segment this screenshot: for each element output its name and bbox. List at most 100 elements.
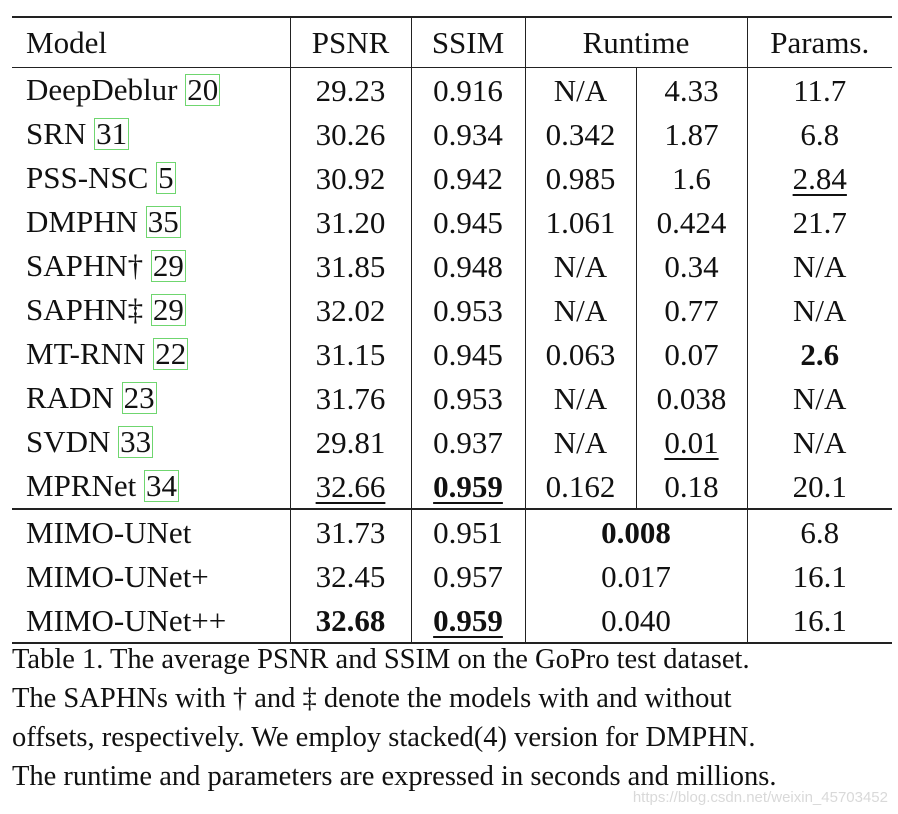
params-cell: 6.8 (746, 112, 892, 156)
citation-link[interactable]: 34 (144, 468, 179, 504)
best-runtime: 0.008 (601, 514, 671, 550)
runtime-cell-a: 1.061 (524, 200, 636, 244)
table-row: SVDN 33 29.81 0.937 N/A 0.01 N/A (12, 420, 892, 464)
model-cell: SAPHN‡ 29 (12, 288, 290, 332)
runtime-cell-a: N/A (524, 244, 636, 288)
header-psnr: PSNR (289, 16, 411, 68)
psnr-cell: 32.66 (289, 464, 411, 509)
ssim-cell: 0.959 (410, 464, 525, 509)
runtime-cell-a: N/A (524, 67, 636, 112)
ssim-cell: 0.942 (410, 156, 525, 200)
model-name: DeepDeblur (26, 72, 178, 108)
model-name: SVDN (26, 424, 111, 460)
runtime-cell-b: 4.33 (635, 67, 747, 112)
ssim-cell: 0.937 (410, 420, 525, 464)
table-row-proposed: MIMO-UNet+ 32.45 0.957 0.017 16.1 (12, 554, 892, 598)
table-caption: Table 1. The average PSNR and SSIM on th… (12, 640, 888, 796)
model-name: RADN (26, 380, 114, 416)
ssim-cell: 0.957 (410, 554, 525, 598)
runtime-cell-b: 0.424 (635, 200, 747, 244)
table-row-proposed: MIMO-UNet 31.73 0.951 0.008 6.8 (12, 508, 892, 554)
psnr-cell: 32.68 (289, 598, 411, 644)
ssim-cell: 0.951 (410, 508, 525, 554)
watermark: https://blog.csdn.net/weixin_45703452 (632, 789, 888, 806)
model-name: MT-RNN (26, 336, 146, 372)
runtime-cell-a: N/A (524, 420, 636, 464)
runtime-cell-a: 0.162 (524, 464, 636, 509)
ssim-cell: 0.945 (410, 332, 525, 376)
second-best-params: 2.84 (792, 160, 847, 196)
best-psnr: 32.68 (315, 602, 386, 638)
psnr-cell: 29.23 (289, 67, 411, 112)
citation-link[interactable]: 29 (150, 292, 186, 328)
caption-line: offsets, respectively. We employ stacked… (12, 722, 756, 753)
model-cell: MIMO-UNet++ (12, 598, 290, 644)
psnr-cell: 31.85 (289, 244, 411, 288)
table-row: MPRNet 34 32.66 0.959 0.162 0.18 20.1 (12, 464, 892, 509)
runtime-cell-b: 0.34 (635, 244, 747, 288)
ssim-cell: 0.953 (410, 288, 525, 332)
ssim-cell: 0.948 (410, 244, 525, 288)
model-cell: MIMO-UNet+ (26, 558, 209, 594)
params-cell: 6.8 (746, 508, 892, 554)
citation-link[interactable]: 5 (156, 160, 176, 196)
psnr-cell: 32.45 (289, 554, 411, 598)
model-cell: SAPHN† 29 (12, 244, 290, 288)
runtime-cell: 0.040 (524, 598, 747, 644)
citation-link[interactable]: 35 (145, 204, 181, 240)
table-row: PSS-NSC 5 30.92 0.942 0.985 1.6 2.84 (12, 156, 892, 200)
header-row: Model PSNR SSIM Runtime Params. (12, 16, 892, 68)
ssim-cell: 0.959 (410, 598, 525, 644)
caption-line: Table 1. The average PSNR and SSIM on th… (12, 644, 750, 675)
params-cell: 11.7 (746, 67, 892, 112)
model-cell: RADN 23 (12, 376, 290, 420)
psnr-cell: 31.15 (289, 332, 411, 376)
runtime-cell-b: 0.01 (635, 420, 747, 464)
best-params: 2.6 (800, 336, 840, 372)
psnr-cell: 30.26 (289, 112, 411, 156)
runtime-cell-a: 0.985 (524, 156, 636, 200)
model-cell: MT-RNN 22 (12, 332, 290, 376)
citation-link[interactable]: 20 (185, 72, 221, 108)
psnr-cell: 31.76 (289, 376, 411, 420)
params-cell: N/A (746, 288, 892, 332)
psnr-cell: 31.73 (289, 508, 411, 554)
citation-link[interactable]: 22 (153, 336, 189, 372)
citation-link[interactable]: 29 (150, 248, 186, 284)
table-row-proposed: MIMO-UNet++ 32.68 0.959 0.040 16.1 (12, 598, 892, 644)
citation-link[interactable]: 23 (121, 380, 157, 416)
params-cell: 16.1 (746, 598, 892, 644)
params-cell: 20.1 (746, 464, 892, 509)
table-row: MT-RNN 22 31.15 0.945 0.063 0.07 2.6 (12, 332, 892, 376)
second-best-psnr: 32.66 (315, 468, 386, 504)
model-name: PSS-NSC (26, 160, 149, 196)
runtime-cell: 0.008 (524, 508, 747, 554)
results-table-container: Model PSNR SSIM Runtime Params. DeepDebl… (12, 16, 892, 644)
best-ssim: 0.959 (433, 602, 503, 638)
caption-line: The runtime and parameters are expressed… (12, 761, 777, 792)
header-params: Params. (746, 16, 892, 68)
model-name: SAPHN‡ (26, 292, 144, 328)
citation-link[interactable]: 33 (118, 424, 154, 460)
params-cell: N/A (746, 376, 892, 420)
runtime-cell-b: 0.07 (635, 332, 747, 376)
table-row: SRN 31 30.26 0.934 0.342 1.87 6.8 (12, 112, 892, 156)
model-cell: PSS-NSC 5 (12, 156, 290, 200)
params-cell: N/A (746, 244, 892, 288)
model-cell: SVDN 33 (12, 420, 290, 464)
ssim-cell: 0.953 (410, 376, 525, 420)
ssim-cell: 0.916 (410, 67, 525, 112)
model-name: MPRNet (26, 468, 137, 504)
runtime-cell-a: 0.063 (524, 332, 636, 376)
psnr-cell: 30.92 (289, 156, 411, 200)
citation-link[interactable]: 31 (94, 116, 130, 152)
model-cell: SRN 31 (12, 112, 290, 156)
psnr-cell: 29.81 (289, 420, 411, 464)
params-cell: N/A (746, 420, 892, 464)
model-name: SRN (26, 116, 87, 152)
best-ssim: 0.959 (433, 468, 503, 504)
params-cell: 21.7 (746, 200, 892, 244)
runtime-cell: 0.017 (524, 554, 747, 598)
runtime-cell-b: 0.77 (635, 288, 747, 332)
results-table: Model PSNR SSIM Runtime Params. DeepDebl… (12, 16, 892, 644)
